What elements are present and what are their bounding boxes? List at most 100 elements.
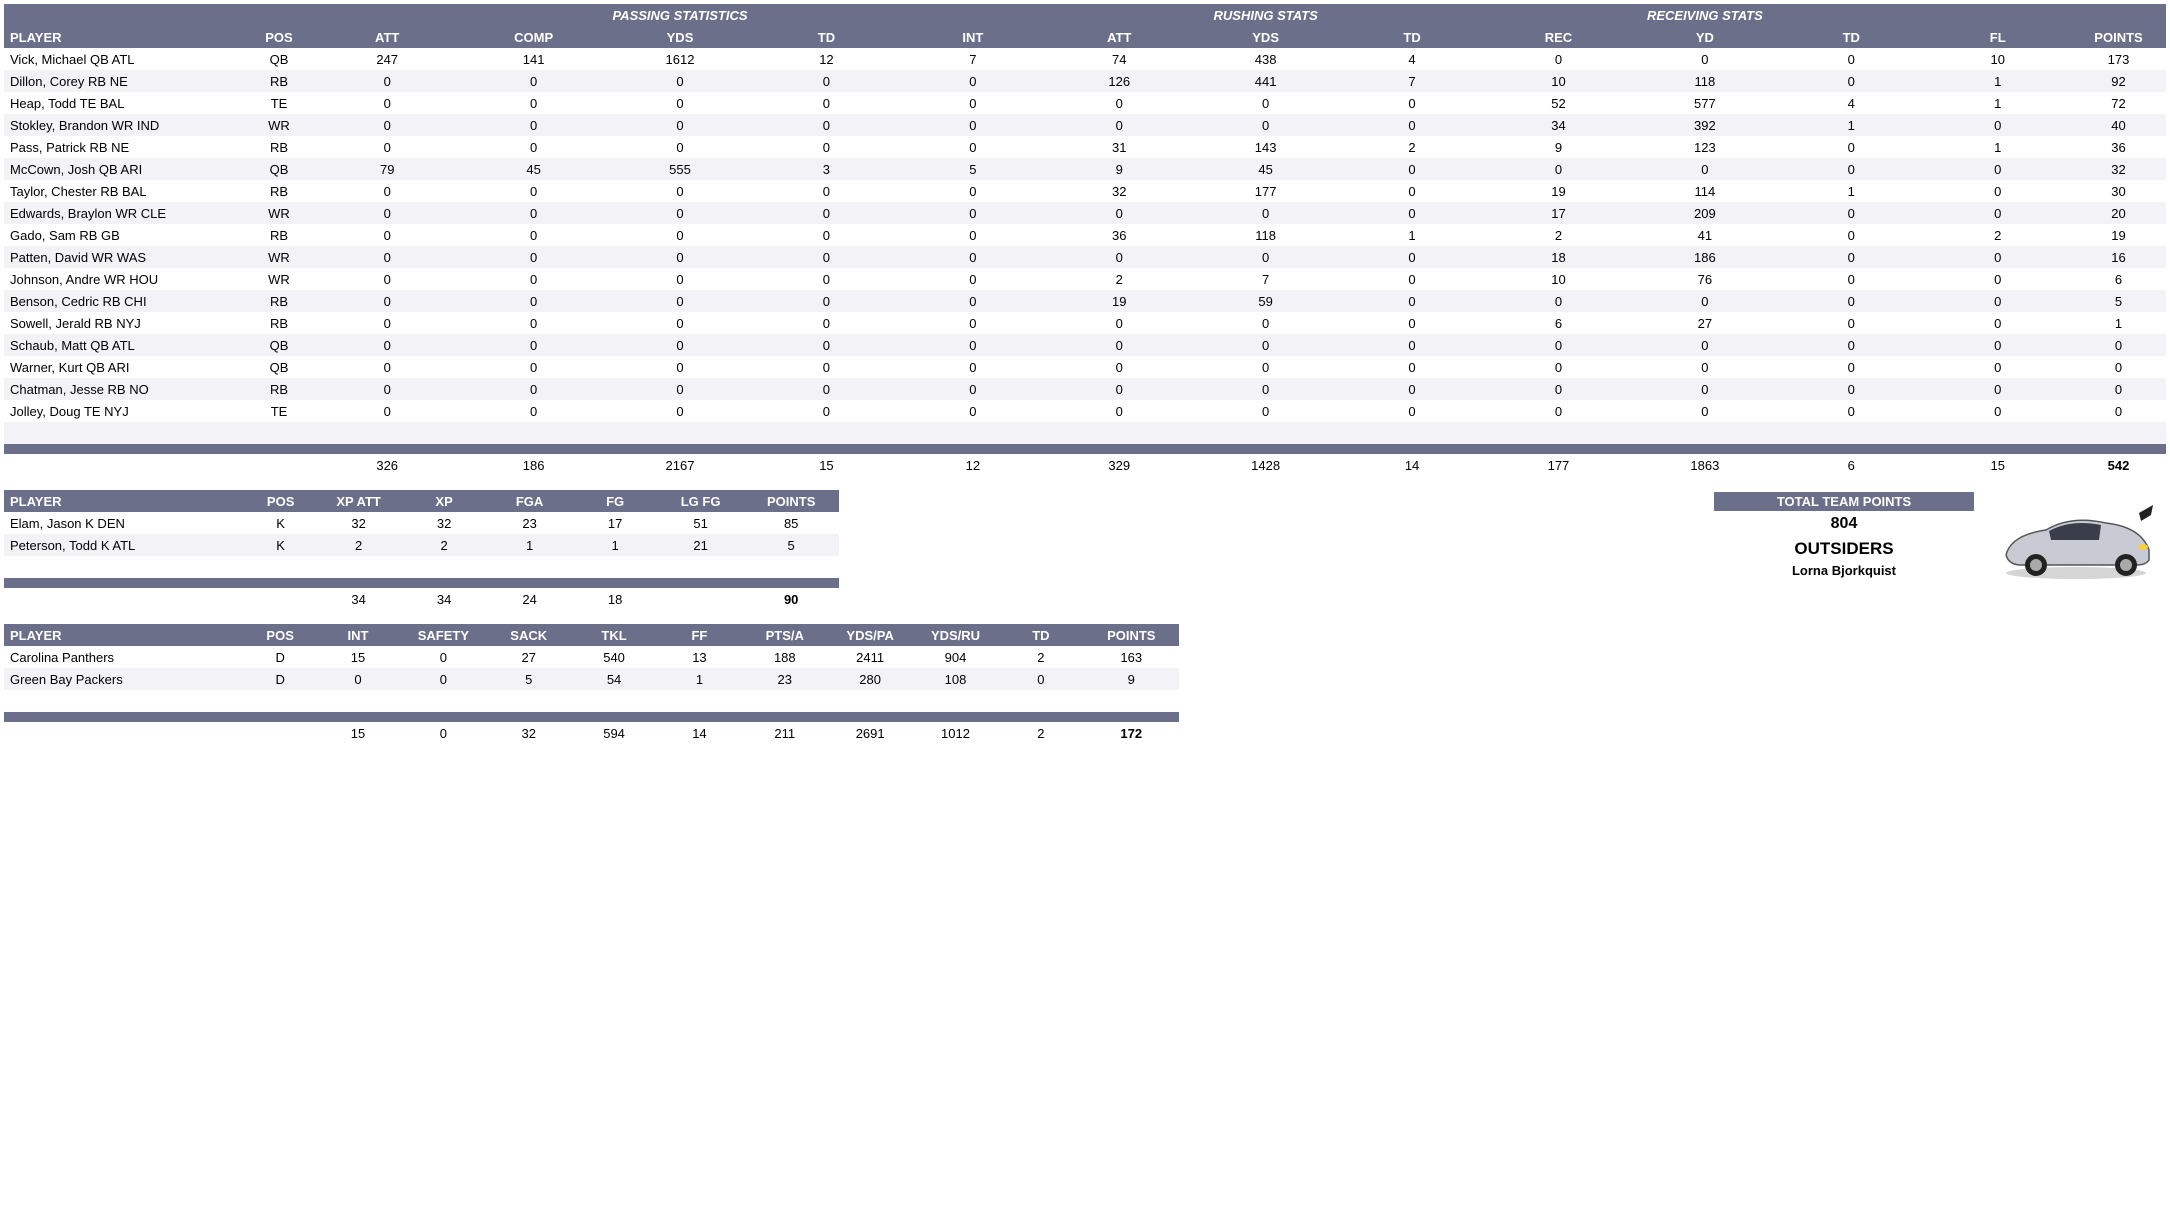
page-container: PASSING STATISTICS RUSHING STATS RECEIVI… bbox=[4, 4, 2166, 744]
table-cell: RB bbox=[244, 224, 314, 246]
table-cell: 34 bbox=[1485, 114, 1631, 136]
table-cell: WR bbox=[244, 268, 314, 290]
col-header: PLAYER bbox=[4, 624, 245, 646]
table-cell: 0 bbox=[1632, 290, 1778, 312]
player-stats-table: PASSING STATISTICS RUSHING STATS RECEIVI… bbox=[4, 4, 2166, 476]
table-cell: 0 bbox=[900, 268, 1046, 290]
table-cell: Edwards, Braylon WR CLE bbox=[4, 202, 244, 224]
table-cell: RB bbox=[244, 180, 314, 202]
table-cell: 32 bbox=[2071, 158, 2166, 180]
table-cell: 141 bbox=[460, 48, 606, 70]
table-row: Heap, Todd TE BALTE00000000525774172 bbox=[4, 92, 2166, 114]
table-cell: 40 bbox=[2071, 114, 2166, 136]
table-cell: 0 bbox=[1924, 114, 2071, 136]
table-cell: 2 bbox=[1924, 224, 2071, 246]
group-blank-2 bbox=[244, 4, 314, 26]
table-cell: 10 bbox=[1485, 70, 1631, 92]
table-cell: Benson, Cedric RB CHI bbox=[4, 290, 244, 312]
table-cell: 0 bbox=[753, 268, 899, 290]
table-cell: 0 bbox=[2071, 356, 2166, 378]
table-cell: Green Bay Packers bbox=[4, 668, 245, 690]
table-cell: 0 bbox=[753, 312, 899, 334]
table-cell: 0 bbox=[900, 92, 1046, 114]
table-cell: 0 bbox=[1339, 400, 1485, 422]
table-cell: 92 bbox=[2071, 70, 2166, 92]
table-cell: 0 bbox=[607, 290, 753, 312]
col-header: POINTS bbox=[743, 490, 839, 512]
table-cell: Gado, Sam RB GB bbox=[4, 224, 244, 246]
table-cell: 0 bbox=[314, 268, 460, 290]
table-cell: 0 bbox=[900, 312, 1046, 334]
table-cell: 2411 bbox=[827, 646, 912, 668]
totals-cell: 326 bbox=[314, 454, 460, 476]
table-cell: 0 bbox=[314, 378, 460, 400]
totals-cell: 15 bbox=[753, 454, 899, 476]
table-cell: 0 bbox=[1192, 246, 1338, 268]
table-cell: 0 bbox=[607, 224, 753, 246]
table-cell: 72 bbox=[2071, 92, 2166, 114]
totals-cell: 15 bbox=[315, 722, 400, 744]
table-cell: 0 bbox=[460, 92, 606, 114]
table-cell: 54 bbox=[571, 668, 656, 690]
table-cell: 0 bbox=[1778, 246, 1924, 268]
table-cell: 0 bbox=[1046, 356, 1192, 378]
table-cell: 7 bbox=[1339, 70, 1485, 92]
table-cell: 0 bbox=[1632, 334, 1778, 356]
group-receiving: RECEIVING STATS bbox=[1485, 4, 1924, 26]
team-logo-car-icon bbox=[1986, 490, 2166, 590]
table-cell: 247 bbox=[314, 48, 460, 70]
table-cell: 0 bbox=[753, 334, 899, 356]
table-cell: 0 bbox=[1632, 48, 1778, 70]
table-cell: 45 bbox=[460, 158, 606, 180]
totals-cell: 18 bbox=[572, 588, 658, 610]
table-cell: Sowell, Jerald RB NYJ bbox=[4, 312, 244, 334]
col-header: FG bbox=[572, 490, 658, 512]
col-header: POINTS bbox=[2071, 26, 2166, 48]
team-summary-box: TOTAL TEAM POINTS 804 OUTSIDERS Lorna Bj… bbox=[1714, 490, 1974, 578]
table-cell: RB bbox=[244, 136, 314, 158]
col-header: POS bbox=[245, 490, 315, 512]
table-cell: 0 bbox=[1924, 378, 2071, 400]
table-cell: 0 bbox=[607, 356, 753, 378]
table-cell: 5 bbox=[900, 158, 1046, 180]
totals-cell: 90 bbox=[743, 588, 839, 610]
table-cell: 0 bbox=[314, 224, 460, 246]
totals-cell: 12 bbox=[900, 454, 1046, 476]
table-cell: 27 bbox=[1632, 312, 1778, 334]
table-cell: Patten, David WR WAS bbox=[4, 246, 244, 268]
table-cell: 0 bbox=[1924, 158, 2071, 180]
table-cell: 45 bbox=[1192, 158, 1338, 180]
table-cell: 0 bbox=[1924, 312, 2071, 334]
table-cell: 19 bbox=[1485, 180, 1631, 202]
table-cell: D bbox=[245, 668, 315, 690]
totals-cell: 2167 bbox=[607, 454, 753, 476]
col-header: INT bbox=[900, 26, 1046, 48]
totals-cell: 24 bbox=[487, 588, 573, 610]
table-cell: 12 bbox=[753, 48, 899, 70]
table-cell: WR bbox=[244, 202, 314, 224]
table-cell: 0 bbox=[314, 246, 460, 268]
table-cell: 0 bbox=[1778, 290, 1924, 312]
table-cell: 173 bbox=[2071, 48, 2166, 70]
table-cell: Johnson, Andre WR HOU bbox=[4, 268, 244, 290]
table-cell: 0 bbox=[1339, 356, 1485, 378]
table-cell: 2 bbox=[1485, 224, 1631, 246]
table-row: Stokley, Brandon WR INDWR000000003439210… bbox=[4, 114, 2166, 136]
col-header: POS bbox=[245, 624, 315, 646]
col-header: TD bbox=[1339, 26, 1485, 48]
table-cell: 0 bbox=[753, 356, 899, 378]
table-cell: 0 bbox=[1632, 356, 1778, 378]
table-cell: 0 bbox=[314, 70, 460, 92]
table-row: Peterson, Todd K ATLK2211215 bbox=[4, 534, 839, 556]
table-cell: 2 bbox=[1046, 268, 1192, 290]
totals-cell: 211 bbox=[742, 722, 827, 744]
team-name: OUTSIDERS bbox=[1714, 539, 1974, 559]
table-cell: 0 bbox=[460, 70, 606, 92]
totals-row: 1503259414211269110122172 bbox=[4, 722, 1179, 744]
table-cell: 1 bbox=[572, 534, 658, 556]
table-cell: 0 bbox=[1192, 334, 1338, 356]
table-cell: 5 bbox=[486, 668, 571, 690]
table-cell: Dillon, Corey RB NE bbox=[4, 70, 244, 92]
table-cell: 0 bbox=[1192, 400, 1338, 422]
table-cell: 0 bbox=[1339, 378, 1485, 400]
